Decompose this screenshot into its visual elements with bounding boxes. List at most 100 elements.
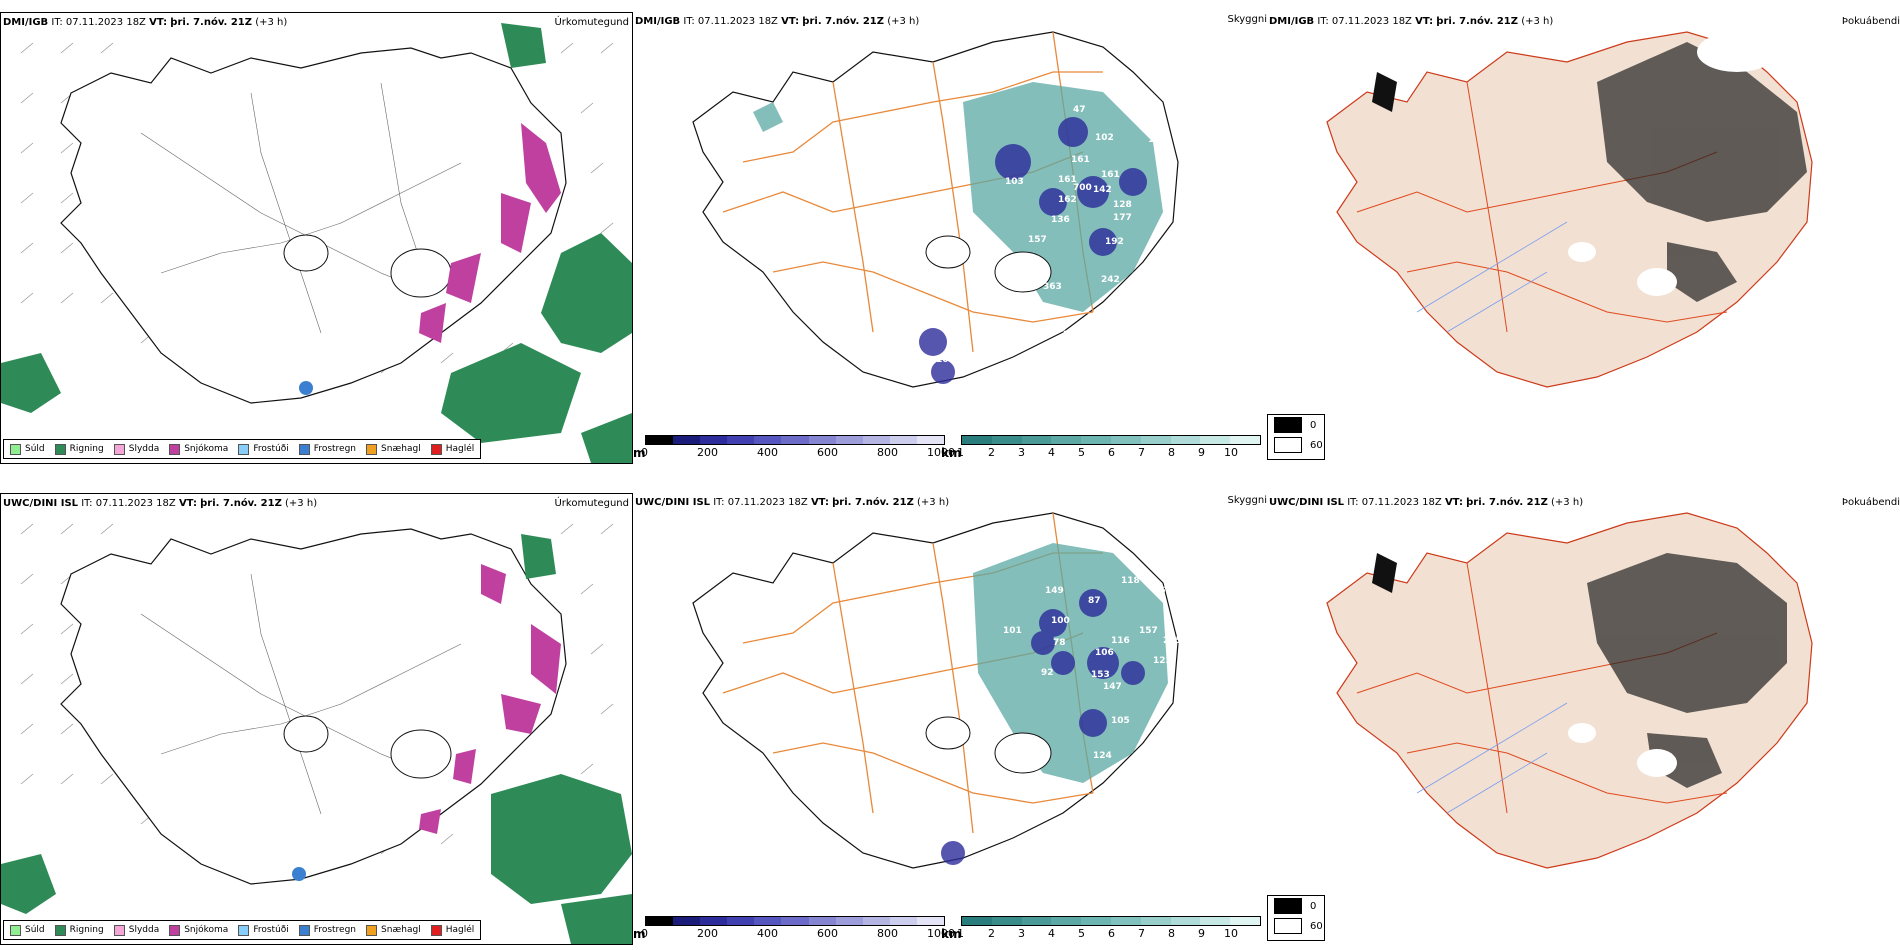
legend-item: Snjókoma <box>169 443 228 455</box>
km-colorbar-bottom: 1 2 3 4 5 6 7 8 9 10 <box>957 916 1261 940</box>
visibility-label: 101 <box>1003 626 1022 636</box>
colorbar-swatch <box>916 436 945 444</box>
colorbar-swatch <box>1230 917 1260 925</box>
visibility-label: 192 <box>1105 237 1124 247</box>
precip-title-bottom: Úrkomutegund <box>554 498 629 509</box>
visibility-label: 103 <box>1005 177 1024 187</box>
colorbar-swatch <box>1230 436 1260 444</box>
legend-swatch <box>169 443 181 455</box>
visibility-title-bottom: Skyggni <box>1227 495 1267 506</box>
legend-swatch <box>298 443 310 455</box>
m-unit-top: m <box>633 446 646 460</box>
legend-swatch <box>54 924 66 936</box>
colorbar-swatch <box>673 917 701 925</box>
visibility-panel-bottom: UWC/DINI ISL IT: 07.11.2023 18Z VT: þri.… <box>633 493 1267 945</box>
visibility-label: 149 <box>1045 586 1064 596</box>
colorbar-swatch <box>1081 436 1111 444</box>
legend-swatch <box>238 443 250 455</box>
visibility-label: 173 <box>1148 135 1167 145</box>
legend-item: Haglél <box>430 924 474 936</box>
colorbar-swatch <box>1170 436 1201 444</box>
visibility-label: 105 <box>1111 716 1130 726</box>
visibility-label: 105 <box>936 355 955 365</box>
colorbar-swatch <box>1110 917 1141 925</box>
visibility-label: 82 <box>951 868 964 878</box>
visibility-label: 128 <box>1113 200 1132 210</box>
fog-swatch <box>1274 417 1302 433</box>
precip-title-top: Úrkomutegund <box>554 17 629 28</box>
km-color-row <box>961 916 1261 926</box>
colorbar-swatch <box>862 917 890 925</box>
precip-legend-top: Súld Rigning Slydda Snjókoma Frostúði Fr… <box>3 439 482 459</box>
colorbar-swatch <box>1021 436 1052 444</box>
legend-swatch <box>238 924 250 936</box>
visibility-label: 96 <box>1153 586 1166 596</box>
visibility-label: 92 <box>1041 668 1054 678</box>
header-precip-bottom: UWC/DINI ISL IT: 07.11.2023 18Z VT: þri.… <box>3 498 318 509</box>
visibility-label: 124 <box>1093 751 1112 761</box>
legend-swatch <box>430 443 442 455</box>
fog-title-top: Þokuábendi <box>1841 16 1900 27</box>
colorbar-swatch <box>646 436 674 444</box>
colorbar-swatch <box>835 436 863 444</box>
fog-map-top <box>1326 31 1813 388</box>
m-color-row <box>645 916 945 926</box>
legend-item: Snæhagl <box>366 443 421 455</box>
fog-legend-bottom: 0 60 <box>1267 895 1325 941</box>
legend-item: Rigning <box>54 924 104 936</box>
legend-swatch <box>366 443 378 455</box>
precip-panel-bottom: UWC/DINI ISL IT: 07.11.2023 18Z VT: þri.… <box>0 493 633 945</box>
fog-legend-row: 60 <box>1268 435 1324 455</box>
km-unit-top: km <box>941 446 962 460</box>
visibility-label: 162 <box>1058 195 1077 205</box>
visibility-label: 363 <box>1043 282 1062 292</box>
fog-map-bottom <box>1326 512 1813 869</box>
visibility-label: 177 <box>1113 213 1132 223</box>
visibility-panel-top: DMI/IGB IT: 07.11.2023 18Z VT: þri. 7.nó… <box>633 12 1267 464</box>
visibility-label: 118 <box>1121 576 1140 586</box>
visibility-label: 238 <box>1063 330 1082 340</box>
colorbar-swatch <box>754 917 782 925</box>
fog-swatch <box>1274 918 1302 934</box>
visibility-label: 78 <box>1053 638 1066 648</box>
legend-item: Slydda <box>113 924 159 936</box>
colorbar-swatch <box>1170 917 1201 925</box>
km-colorbar-top: 1 2 3 4 5 6 7 8 9 10 <box>957 435 1261 459</box>
legend-swatch <box>113 443 125 455</box>
iceland-outline-top <box>60 47 567 404</box>
colorbar-swatch <box>1140 436 1171 444</box>
m-colorbar-top: 0 200 400 600 800 1000 <box>641 435 955 459</box>
km-ticks: 1 2 3 4 5 6 7 8 9 10 <box>957 927 1238 940</box>
visibility-label: 15 <box>895 145 908 155</box>
colorbar-swatch <box>700 917 728 925</box>
header-fog-bottom: UWC/DINI ISL IT: 07.11.2023 18Z VT: þri.… <box>1269 497 1584 508</box>
fog-swatch <box>1274 437 1302 453</box>
m-unit-bottom: m <box>633 927 646 941</box>
header-precip-top: DMI/IGB IT: 07.11.2023 18Z VT: þri. 7.nó… <box>3 17 288 28</box>
visibility-label: 161 <box>1058 175 1077 185</box>
m-ticks: 0 200 400 600 800 1000 <box>641 927 955 940</box>
colorbar-swatch <box>889 917 917 925</box>
fog-swatch <box>1274 898 1302 914</box>
visibility-label: 123 <box>1153 656 1172 666</box>
visibility-label: 62 <box>938 387 951 397</box>
km-color-row <box>961 435 1261 445</box>
colorbar-swatch <box>673 436 701 444</box>
visibility-label: 700 <box>1073 183 1092 193</box>
colorbar-swatch <box>991 436 1022 444</box>
km-ticks: 1 2 3 4 5 6 7 8 9 10 <box>957 446 1238 459</box>
legend-swatch <box>298 924 310 936</box>
legend-swatch <box>10 924 21 936</box>
visibility-label: 100 <box>1051 616 1070 626</box>
visibility-label: 29 <box>918 185 931 195</box>
colorbar-swatch <box>1051 917 1082 925</box>
visibility-label: 153 <box>1091 670 1110 680</box>
legend-item: Snæhagl <box>366 924 421 936</box>
colorbar-swatch <box>889 436 917 444</box>
colorbar-swatch <box>781 436 809 444</box>
fog-panel-bottom: UWC/DINI ISL IT: 07.11.2023 18Z VT: þri.… <box>1267 493 1900 945</box>
visibility-label: 142 <box>1093 185 1112 195</box>
fog-legend-row: 0 <box>1268 415 1324 435</box>
visibility-label: 242 <box>1101 275 1120 285</box>
colorbar-swatch <box>781 917 809 925</box>
